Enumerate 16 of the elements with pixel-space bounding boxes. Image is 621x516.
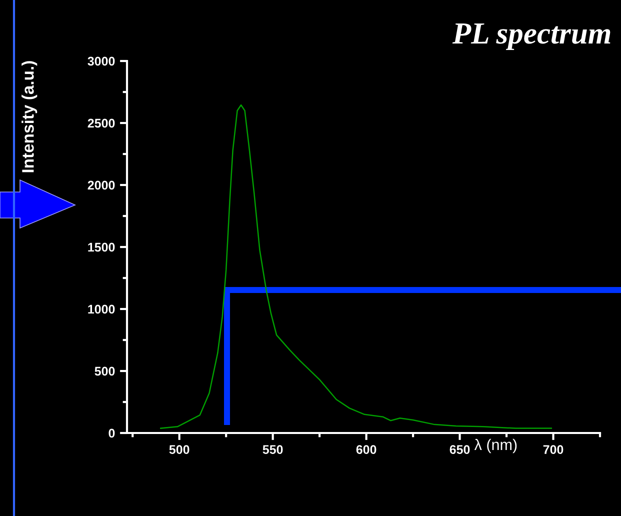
x-tick-label: 700	[543, 445, 564, 454]
x-tick-label: 650	[450, 445, 470, 454]
x-axis-title: λ (nm)	[474, 438, 517, 454]
y-tick-label: 0	[108, 428, 115, 438]
y-tick-label: 500	[94, 366, 115, 376]
y-tick-label: 2000	[88, 180, 115, 190]
y-tick-label: 1000	[88, 304, 115, 314]
x-tick-label: 550	[262, 445, 283, 454]
line-series	[160, 104, 552, 429]
x-tick-label: 600	[356, 445, 376, 454]
y-tick-label: 3000	[88, 56, 115, 66]
y-tick-label: 2500	[88, 118, 115, 128]
chart-title: PL spectrum	[452, 23, 610, 50]
y-tick-label: 1500	[88, 242, 115, 252]
x-tick-label: 500	[169, 445, 190, 454]
y-axis-title: Intensity (a.u.)	[22, 61, 38, 172]
